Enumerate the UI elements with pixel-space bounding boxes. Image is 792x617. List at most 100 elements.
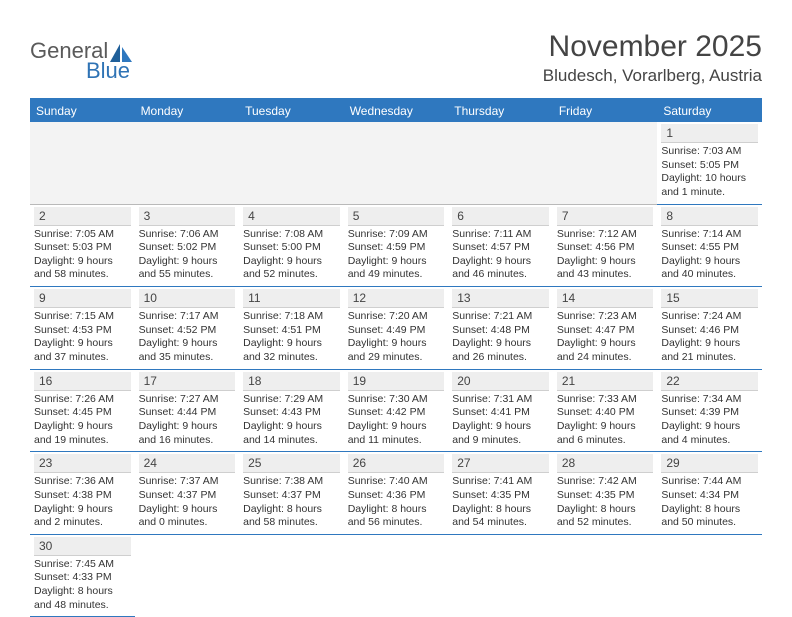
daylight-text: Daylight: 9 hours and 19 minutes. [34, 420, 131, 447]
sunrise-text: Sunrise: 7:03 AM [661, 145, 758, 159]
calendar-cell [30, 122, 135, 204]
day-details: Sunrise: 7:03 AMSunset: 5:05 PMDaylight:… [661, 143, 758, 200]
day-number: 12 [348, 289, 445, 308]
location-text: Bludesch, Vorarlberg, Austria [543, 66, 762, 86]
sunset-text: Sunset: 4:56 PM [557, 241, 654, 255]
calendar-cell: 7Sunrise: 7:12 AMSunset: 4:56 PMDaylight… [553, 204, 658, 287]
day-details: Sunrise: 7:09 AMSunset: 4:59 PMDaylight:… [348, 226, 445, 283]
calendar-cell: 2Sunrise: 7:05 AMSunset: 5:03 PMDaylight… [30, 204, 135, 287]
sunrise-text: Sunrise: 7:38 AM [243, 475, 340, 489]
day-number: 16 [34, 372, 131, 391]
daylight-text: Daylight: 9 hours and 29 minutes. [348, 337, 445, 364]
calendar-week: 1Sunrise: 7:03 AMSunset: 5:05 PMDaylight… [30, 122, 762, 204]
sunrise-text: Sunrise: 7:34 AM [661, 393, 758, 407]
day-details: Sunrise: 7:14 AMSunset: 4:55 PMDaylight:… [661, 226, 758, 283]
day-number: 8 [661, 207, 758, 226]
sunrise-text: Sunrise: 7:40 AM [348, 475, 445, 489]
day-details: Sunrise: 7:20 AMSunset: 4:49 PMDaylight:… [348, 308, 445, 365]
day-details: Sunrise: 7:42 AMSunset: 4:35 PMDaylight:… [557, 473, 654, 530]
day-details: Sunrise: 7:21 AMSunset: 4:48 PMDaylight:… [452, 308, 549, 365]
sunset-text: Sunset: 4:40 PM [557, 406, 654, 420]
sunrise-text: Sunrise: 7:23 AM [557, 310, 654, 324]
sunrise-text: Sunrise: 7:26 AM [34, 393, 131, 407]
calendar-cell: 1Sunrise: 7:03 AMSunset: 5:05 PMDaylight… [657, 122, 762, 204]
sunrise-text: Sunrise: 7:17 AM [139, 310, 236, 324]
calendar-cell: 6Sunrise: 7:11 AMSunset: 4:57 PMDaylight… [448, 204, 553, 287]
sunset-text: Sunset: 4:42 PM [348, 406, 445, 420]
day-details: Sunrise: 7:17 AMSunset: 4:52 PMDaylight:… [139, 308, 236, 365]
daylight-text: Daylight: 8 hours and 48 minutes. [34, 585, 131, 612]
sunrise-text: Sunrise: 7:12 AM [557, 228, 654, 242]
calendar-cell: 21Sunrise: 7:33 AMSunset: 4:40 PMDayligh… [553, 369, 658, 452]
col-tuesday: Tuesday [239, 99, 344, 122]
sunrise-text: Sunrise: 7:44 AM [661, 475, 758, 489]
sunrise-text: Sunrise: 7:08 AM [243, 228, 340, 242]
day-details: Sunrise: 7:15 AMSunset: 4:53 PMDaylight:… [34, 308, 131, 365]
day-details: Sunrise: 7:44 AMSunset: 4:34 PMDaylight:… [661, 473, 758, 530]
sunset-text: Sunset: 4:53 PM [34, 324, 131, 338]
calendar-cell: 4Sunrise: 7:08 AMSunset: 5:00 PMDaylight… [239, 204, 344, 287]
day-number: 18 [243, 372, 340, 391]
calendar-cell: 26Sunrise: 7:40 AMSunset: 4:36 PMDayligh… [344, 452, 449, 535]
col-sunday: Sunday [30, 99, 135, 122]
col-wednesday: Wednesday [344, 99, 449, 122]
daylight-text: Daylight: 9 hours and 14 minutes. [243, 420, 340, 447]
day-number: 6 [452, 207, 549, 226]
daylight-text: Daylight: 9 hours and 2 minutes. [34, 503, 131, 530]
day-details: Sunrise: 7:18 AMSunset: 4:51 PMDaylight:… [243, 308, 340, 365]
calendar-cell: 20Sunrise: 7:31 AMSunset: 4:41 PMDayligh… [448, 369, 553, 452]
day-number: 13 [452, 289, 549, 308]
sunset-text: Sunset: 4:37 PM [139, 489, 236, 503]
sunset-text: Sunset: 4:46 PM [661, 324, 758, 338]
sunrise-text: Sunrise: 7:06 AM [139, 228, 236, 242]
calendar-cell [135, 122, 240, 204]
sunset-text: Sunset: 4:34 PM [661, 489, 758, 503]
day-number: 1 [661, 124, 758, 143]
sunset-text: Sunset: 4:51 PM [243, 324, 340, 338]
sunrise-text: Sunrise: 7:33 AM [557, 393, 654, 407]
sunrise-text: Sunrise: 7:41 AM [452, 475, 549, 489]
sunrise-text: Sunrise: 7:42 AM [557, 475, 654, 489]
sunrise-text: Sunrise: 7:14 AM [661, 228, 758, 242]
day-details: Sunrise: 7:34 AMSunset: 4:39 PMDaylight:… [661, 391, 758, 448]
sunset-text: Sunset: 4:57 PM [452, 241, 549, 255]
calendar-cell: 14Sunrise: 7:23 AMSunset: 4:47 PMDayligh… [553, 287, 658, 370]
day-number: 29 [661, 454, 758, 473]
sunrise-text: Sunrise: 7:27 AM [139, 393, 236, 407]
sunrise-text: Sunrise: 7:31 AM [452, 393, 549, 407]
daylight-text: Daylight: 8 hours and 54 minutes. [452, 503, 549, 530]
daylight-text: Daylight: 8 hours and 50 minutes. [661, 503, 758, 530]
sunrise-text: Sunrise: 7:18 AM [243, 310, 340, 324]
calendar-cell: 17Sunrise: 7:27 AMSunset: 4:44 PMDayligh… [135, 369, 240, 452]
daylight-text: Daylight: 8 hours and 58 minutes. [243, 503, 340, 530]
calendar-week: 16Sunrise: 7:26 AMSunset: 4:45 PMDayligh… [30, 369, 762, 452]
sunset-text: Sunset: 4:36 PM [348, 489, 445, 503]
day-number: 21 [557, 372, 654, 391]
day-details: Sunrise: 7:31 AMSunset: 4:41 PMDaylight:… [452, 391, 549, 448]
calendar-cell [553, 122, 658, 204]
title-block: November 2025 Bludesch, Vorarlberg, Aust… [543, 30, 762, 86]
day-details: Sunrise: 7:27 AMSunset: 4:44 PMDaylight:… [139, 391, 236, 448]
daylight-text: Daylight: 9 hours and 43 minutes. [557, 255, 654, 282]
calendar-cell [239, 122, 344, 204]
daylight-text: Daylight: 9 hours and 32 minutes. [243, 337, 340, 364]
calendar-cell [239, 534, 344, 617]
calendar-cell: 22Sunrise: 7:34 AMSunset: 4:39 PMDayligh… [657, 369, 762, 452]
day-number: 17 [139, 372, 236, 391]
day-number: 20 [452, 372, 549, 391]
sunrise-text: Sunrise: 7:36 AM [34, 475, 131, 489]
day-details: Sunrise: 7:05 AMSunset: 5:03 PMDaylight:… [34, 226, 131, 283]
daylight-text: Daylight: 9 hours and 52 minutes. [243, 255, 340, 282]
day-details: Sunrise: 7:29 AMSunset: 4:43 PMDaylight:… [243, 391, 340, 448]
day-number: 24 [139, 454, 236, 473]
day-details: Sunrise: 7:26 AMSunset: 4:45 PMDaylight:… [34, 391, 131, 448]
day-number: 10 [139, 289, 236, 308]
sunrise-text: Sunrise: 7:45 AM [34, 558, 131, 572]
daylight-text: Daylight: 9 hours and 11 minutes. [348, 420, 445, 447]
sunrise-text: Sunrise: 7:21 AM [452, 310, 549, 324]
day-number: 9 [34, 289, 131, 308]
day-header-row: Sunday Monday Tuesday Wednesday Thursday… [30, 99, 762, 122]
calendar-cell: 24Sunrise: 7:37 AMSunset: 4:37 PMDayligh… [135, 452, 240, 535]
sunset-text: Sunset: 4:35 PM [557, 489, 654, 503]
daylight-text: Daylight: 9 hours and 40 minutes. [661, 255, 758, 282]
